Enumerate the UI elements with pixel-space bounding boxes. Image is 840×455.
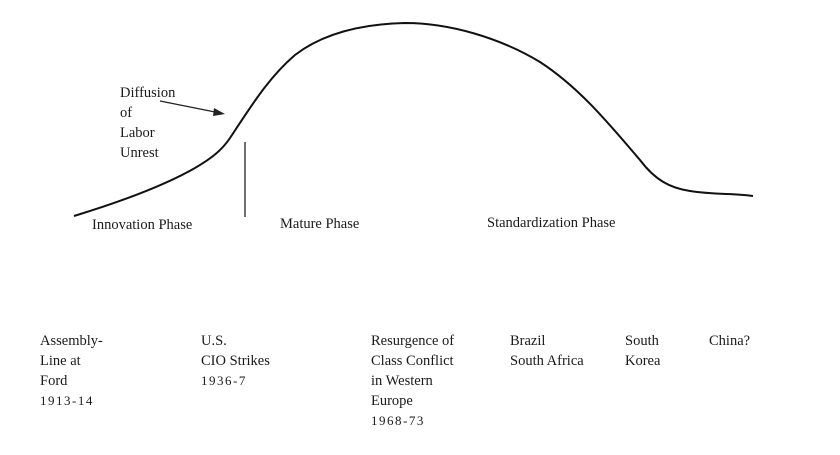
phase-label-standardization: Standardization Phase <box>487 215 616 231</box>
example-line: Resurgence of <box>371 333 455 349</box>
annotation-line: Diffusion <box>120 85 176 101</box>
example-line: Brazil <box>510 333 546 349</box>
example-line: China? <box>709 333 751 349</box>
product-cycle-curve <box>73 21 754 217</box>
example-line: in Western <box>371 373 433 389</box>
example-ford: Assembly- Line at Ford 1913-14 <box>40 331 103 411</box>
example-line: Assembly- <box>40 333 103 349</box>
example-line: Class Conflict <box>371 353 454 369</box>
arrowhead-icon <box>213 108 225 116</box>
annotation-line: Unrest <box>120 145 159 161</box>
example-line: Ford <box>40 373 68 389</box>
example-date: 1968-73 <box>371 413 425 428</box>
phase-label-mature: Mature Phase <box>280 216 360 232</box>
example-line: South <box>625 333 659 349</box>
annotation-line: of <box>120 105 133 121</box>
example-china: China? <box>709 331 750 351</box>
example-line: CIO Strikes <box>201 353 270 369</box>
annotation-line: Labor <box>120 125 155 141</box>
example-brazil-south-africa: Brazil South Africa <box>510 331 584 371</box>
example-line: Line at <box>40 353 81 369</box>
example-date: 1936-7 <box>201 373 247 388</box>
annotation-label: Diffusion of Labor Unrest <box>120 83 175 163</box>
example-line: Europe <box>371 393 413 409</box>
example-date: 1913-14 <box>40 393 94 408</box>
annotation-arrow <box>159 100 221 114</box>
example-cio: U.S. CIO Strikes 1936-7 <box>201 331 270 391</box>
example-line: South Africa <box>510 353 584 369</box>
phase-label-innovation: Innovation Phase <box>92 217 193 233</box>
example-south-korea: South Korea <box>625 331 660 371</box>
example-line: Korea <box>625 353 661 369</box>
example-line: U.S. <box>201 333 227 349</box>
example-western-europe: Resurgence of Class Conflict in Western … <box>371 331 454 431</box>
